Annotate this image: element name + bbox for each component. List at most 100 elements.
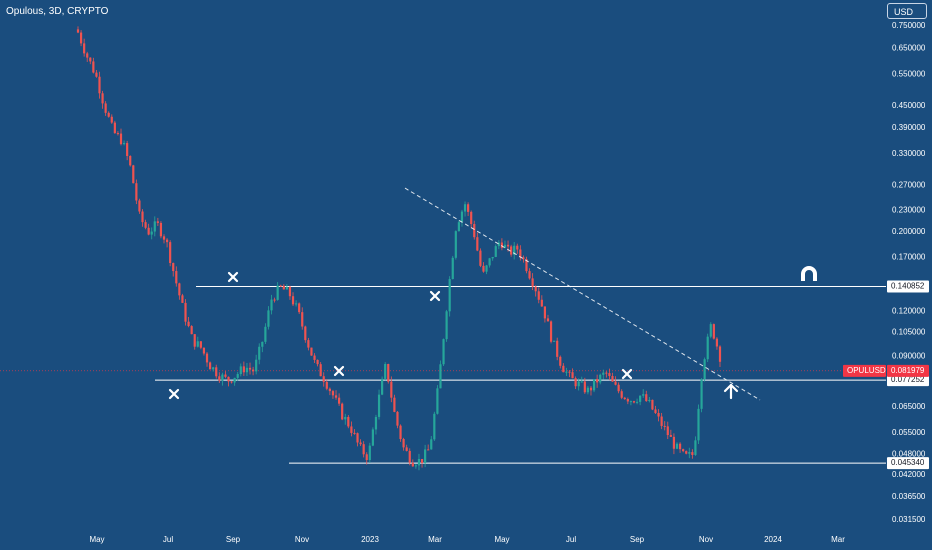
cross-marker	[429, 290, 441, 302]
candle-body	[377, 394, 381, 417]
candle-body	[169, 242, 172, 264]
candle-body	[316, 359, 319, 365]
candle-body	[611, 375, 614, 382]
x-axis-tick-label: Jul	[163, 535, 173, 544]
x-axis-tick-label: Jul	[566, 535, 576, 544]
candle-body	[697, 408, 700, 441]
candle-body	[387, 364, 390, 382]
candle-body	[310, 347, 313, 356]
candle-body	[635, 401, 639, 403]
x-axis-tick-label: Nov	[699, 535, 713, 544]
candle-body	[645, 394, 648, 402]
candle-body	[494, 246, 497, 257]
candle-body	[165, 239, 169, 243]
candle-body	[304, 326, 307, 341]
price-level-badge-bg	[887, 280, 929, 293]
candle-body	[399, 425, 402, 440]
candle-body	[433, 413, 436, 440]
candle-body	[463, 204, 467, 212]
candle-body	[654, 409, 657, 413]
candle-body	[175, 271, 178, 284]
candle-body	[602, 372, 605, 375]
candle-body	[519, 249, 522, 258]
candle-body	[642, 394, 645, 396]
candle-body	[86, 53, 89, 58]
candle-body	[353, 432, 356, 434]
x-axis-tick-label: Nov	[295, 535, 309, 544]
candle-body	[356, 433, 359, 443]
magnet-icon	[801, 266, 817, 281]
symbol-badge: OPULUSD	[843, 364, 886, 377]
y-axis-tick-label: 0.105000	[892, 327, 926, 336]
candle-body	[651, 399, 654, 410]
candle-body	[285, 286, 288, 290]
candle-body	[439, 364, 442, 389]
currency-button[interactable]: USD	[887, 3, 927, 19]
candle-body	[445, 311, 448, 340]
candle-body	[402, 439, 405, 448]
y-axis-tick-label: 0.750000	[892, 21, 926, 30]
candle-body	[362, 444, 365, 455]
y-axis-tick-label: 0.270000	[892, 180, 926, 189]
y-axis-tick-label: 0.390000	[892, 123, 926, 132]
candle-body	[506, 244, 510, 247]
candle-body	[258, 346, 261, 360]
candle-body	[617, 384, 620, 392]
symbol-label: OPULUSD	[847, 366, 886, 375]
candle-body	[497, 242, 500, 247]
candle-body	[694, 440, 697, 455]
candle-body	[427, 449, 430, 451]
candle-body	[546, 318, 550, 322]
candle-body	[371, 429, 374, 446]
candle-body	[396, 411, 399, 426]
candle-body	[338, 397, 341, 404]
candle-body	[79, 32, 83, 44]
candle-body	[359, 442, 362, 445]
price-level-badge-bg	[887, 374, 929, 387]
candle-body	[405, 447, 408, 451]
x-axis-tick-label: 2023	[361, 535, 379, 544]
candle-body	[205, 353, 209, 363]
candle-body	[119, 133, 123, 145]
candle-body	[543, 306, 547, 319]
candle-body	[457, 222, 460, 232]
candle-body	[580, 381, 583, 383]
cross-marker	[227, 271, 239, 283]
candle-body	[328, 388, 331, 392]
candle-body	[276, 285, 279, 300]
cross-marker-stroke	[168, 388, 180, 400]
candle-body	[589, 387, 593, 391]
cross-marker	[333, 365, 345, 377]
y-axis-tick-label: 0.550000	[892, 70, 926, 79]
candle-body	[193, 334, 196, 347]
candle-body	[503, 244, 507, 248]
candle-body	[549, 321, 553, 342]
candle-body	[620, 391, 623, 398]
candle-body	[691, 452, 694, 455]
candle-body	[712, 324, 715, 339]
candle-body	[251, 369, 255, 372]
arrow-head	[723, 383, 739, 393]
candle-body	[703, 359, 706, 380]
candle-body	[245, 367, 249, 373]
candle-body	[291, 296, 295, 305]
y-axis-tick-label: 0.031500	[892, 515, 926, 524]
candle-body	[341, 403, 344, 420]
candle-body	[648, 399, 651, 402]
candle-body	[537, 291, 540, 300]
candle-body	[261, 341, 264, 347]
candle-body	[562, 365, 565, 373]
candle-body	[181, 295, 184, 303]
candle-body	[479, 250, 482, 266]
candle-body	[110, 116, 113, 123]
price-level-badge: 0.045340	[887, 457, 929, 470]
candle-body	[672, 436, 676, 449]
price-level-label: 0.045340	[891, 458, 925, 467]
y-axis-tick-label: 0.042000	[892, 470, 926, 479]
candle-body	[660, 416, 663, 426]
candle-body	[350, 426, 353, 433]
candle-body	[682, 449, 685, 452]
candle-body	[202, 347, 206, 354]
candle-body	[666, 426, 669, 436]
